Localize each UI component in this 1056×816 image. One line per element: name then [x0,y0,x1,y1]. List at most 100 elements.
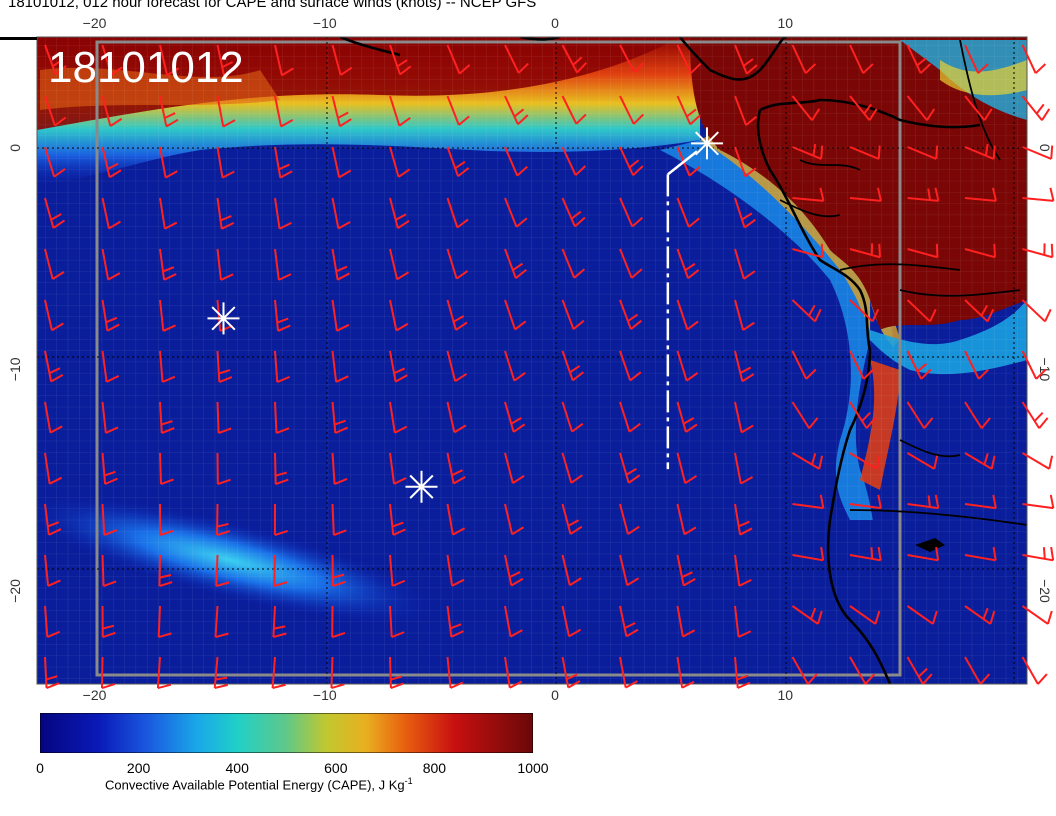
wind-barb [101,44,123,76]
wind-barb [446,452,466,485]
wind-barb [791,299,822,323]
wind-barb [330,656,345,690]
colorbar-tick-label: 800 [422,760,447,776]
wind-barb [676,95,701,126]
y-tick-label-right: −20 [1037,579,1053,603]
wind-barb [101,299,120,332]
wind-barb [561,350,584,382]
wind-barb [446,656,464,689]
wind-barb [331,95,352,128]
storm-marker-2 [405,470,438,503]
wind-barb [561,197,586,228]
wind-barb [964,546,997,562]
wind-barb [734,554,752,587]
wind-barb [159,299,176,332]
wind-barb [331,146,352,179]
wind-barb [44,503,62,536]
wind-barb [331,452,348,485]
wind-barb [159,146,178,179]
storm-marker-1 [207,302,240,335]
colorbar-tick-label: 400 [225,760,249,776]
wind-barb [274,146,293,179]
wind-barb [446,299,468,331]
wind-barb [331,401,349,434]
wind-barb [734,197,756,229]
wind-barb [504,554,524,587]
wind-barb [274,248,292,281]
wind-barb [331,503,347,537]
wind-barb [734,248,756,280]
wind-barb [734,44,758,75]
wind-barb [446,554,465,587]
wind-barb [964,299,995,323]
wind-barb [389,350,408,383]
wind-barb [964,452,996,470]
wind-barb [619,197,644,228]
wind-barb [44,401,63,434]
wind-barb [676,656,695,689]
wind-barb [791,605,823,625]
wind-barb [964,44,989,74]
wind-barb [849,44,874,74]
y-tick-label-left: −20 [7,579,23,603]
map-title: 18101012, 012 hour forecast for CAPE and… [8,0,537,11]
wind-barb [907,494,940,510]
wind-barb [504,656,523,689]
wind-barb [619,44,645,74]
wind-barb [906,452,939,470]
wind-barb [389,95,411,127]
wind-barb [561,554,582,587]
wind-barb [619,350,642,382]
wind-barb [274,197,292,230]
wind-barb [906,656,933,685]
wind-barb [561,146,587,176]
wind-barb [619,656,638,689]
wind-barb [1021,95,1051,121]
wind-barb [504,401,526,433]
wind-barb [849,656,876,685]
wind-barb [734,350,755,383]
wind-barb [504,44,529,74]
wind-barb [906,605,938,625]
wind-barb [216,197,235,230]
wind-barb [216,452,231,486]
overlay-date-label: 18101012 [48,43,244,92]
wind-barb [446,44,471,75]
colorbar-title: Convective Available Potential Energy (C… [105,776,413,793]
wind-barb [389,44,412,76]
wind-barb [964,656,991,685]
wind-barb [44,299,64,332]
wind-barb [849,401,876,429]
wind-barb [619,248,643,279]
wind-barb [101,554,117,588]
wind-barb [331,554,346,588]
wind-barb [791,656,818,685]
x-tick-label-top: 0 [551,15,559,31]
wind-barb [1022,187,1055,202]
x-tick-label-top: −20 [83,15,107,31]
wind-barb [446,401,467,434]
wind-barb [504,146,528,177]
wind-barb [561,95,587,125]
wind-barb [44,95,67,127]
storm-marker-3 [690,127,723,160]
wind-barb [561,299,585,330]
wind-barb [907,187,940,202]
wind-barb [849,145,881,160]
wind-barb [389,503,406,536]
wind-barb [101,452,118,485]
wind-barb [274,401,290,435]
wind-barb [676,503,697,536]
wind-barb [44,197,66,229]
wind-barb [734,656,751,689]
wind-barb [215,554,230,588]
wind-barb [331,605,346,639]
wind-barb [44,350,64,383]
wind-barb [791,401,819,429]
wind-barb [792,143,824,160]
wind-barb [561,452,583,484]
wind-barb [216,503,231,537]
x-tick-label-bottom: −10 [313,687,337,703]
wind-barb [446,605,464,638]
